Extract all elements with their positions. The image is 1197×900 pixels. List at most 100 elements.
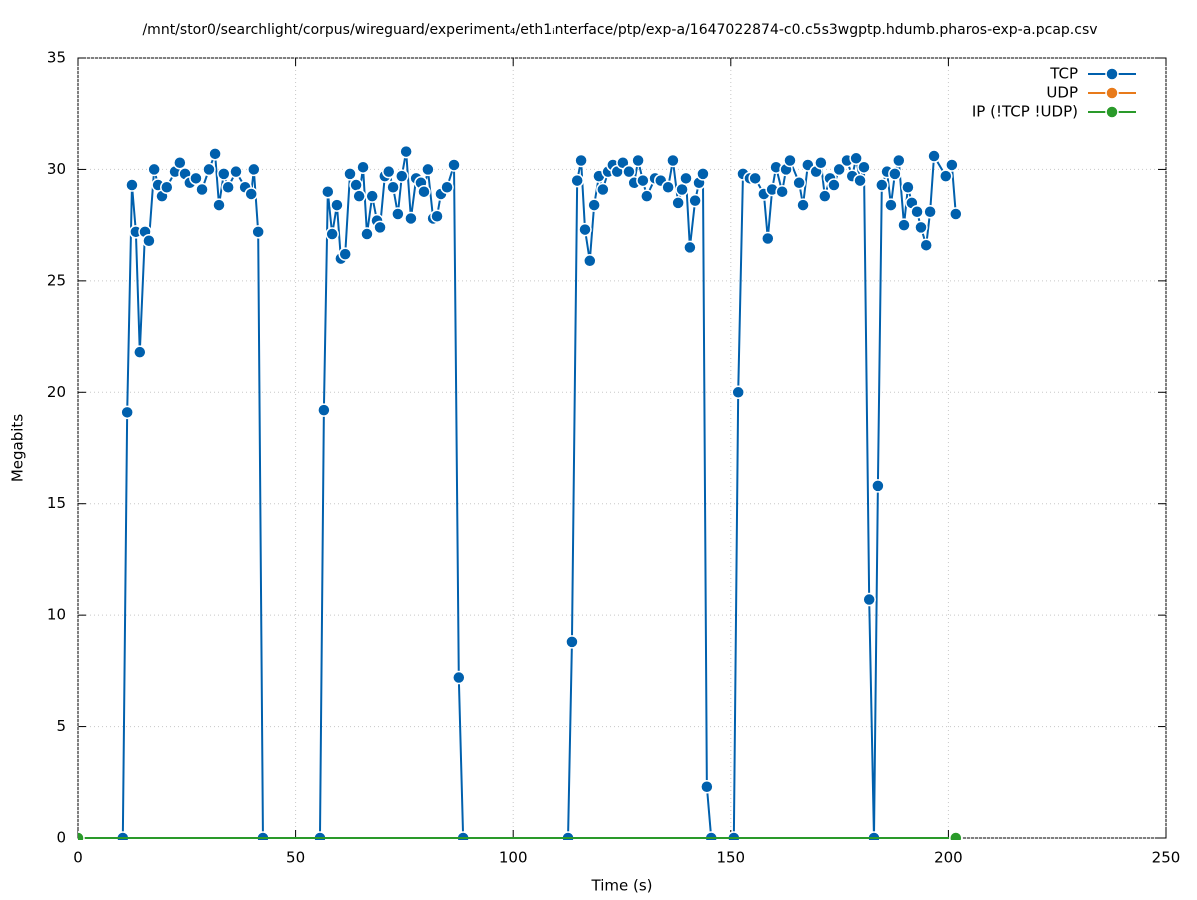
data-point [871, 479, 885, 493]
data-point [447, 158, 461, 172]
legend-marker [1105, 86, 1119, 100]
x-tick-label: 50 [286, 849, 305, 867]
data-point [945, 158, 959, 172]
data-point [814, 155, 828, 170]
data-point [173, 155, 187, 170]
x-axis-label: Time (s) [591, 877, 653, 895]
data-point [783, 153, 797, 168]
data-point [827, 178, 841, 192]
data-point [897, 218, 911, 232]
data-point [796, 198, 810, 212]
data-point [884, 198, 898, 212]
data-point [671, 196, 685, 210]
data-point [360, 227, 374, 241]
y-tick-label: 30 [47, 160, 66, 178]
legend-label: UDP [1046, 84, 1078, 102]
legend-label: IP (!TCP !UDP) [972, 103, 1078, 121]
data-point [440, 180, 454, 195]
chart-title: /mnt/stor0/searchlight/corpus/wireguard/… [142, 22, 1097, 38]
data-point [700, 779, 714, 794]
data-point [849, 151, 863, 166]
data-point [888, 167, 902, 181]
data-point [578, 222, 592, 237]
data-point [661, 180, 675, 195]
data-point [731, 385, 745, 400]
legend-marker [1105, 67, 1119, 81]
data-point [914, 220, 928, 235]
data-point [636, 173, 650, 188]
data-point [417, 184, 431, 199]
data-point [679, 171, 693, 186]
data-point [212, 198, 226, 212]
y-axis-label: Megabits [9, 414, 27, 482]
data-point [587, 198, 601, 212]
data-point [391, 207, 405, 221]
data-point [343, 167, 357, 181]
data-point [640, 189, 654, 203]
y-tick-label: 15 [47, 494, 66, 512]
data-point [792, 176, 806, 190]
data-point [570, 173, 584, 188]
legend-marker [1105, 105, 1119, 119]
data-point [949, 831, 963, 840]
data-point [688, 193, 702, 208]
y-tick-label: 20 [47, 383, 66, 401]
data-point [574, 153, 588, 168]
data-point [251, 225, 265, 239]
data-point [910, 205, 924, 219]
data-point [939, 169, 953, 183]
data-point [430, 209, 444, 223]
data-point [596, 182, 610, 197]
data-point [583, 254, 597, 268]
data-point [202, 162, 216, 177]
data-point [147, 162, 161, 177]
data-point [923, 205, 937, 219]
data-point [631, 153, 645, 168]
data-point [565, 635, 579, 649]
data-point [217, 167, 231, 181]
data-point [325, 227, 339, 241]
data-point [317, 403, 331, 417]
y-tick-label: 35 [47, 49, 66, 67]
y-tick-label: 0 [56, 829, 66, 847]
data-point [949, 207, 963, 221]
data-point [373, 220, 387, 235]
data-point [189, 171, 203, 186]
data-point [229, 164, 243, 179]
data-point [247, 162, 261, 177]
data-point [195, 182, 209, 197]
data-point [142, 233, 156, 248]
data-point [356, 160, 370, 174]
data-point [365, 189, 379, 203]
data-point [330, 198, 344, 212]
data-point [349, 178, 363, 192]
data-point [133, 345, 147, 359]
data-point [221, 180, 235, 195]
data-point [125, 178, 139, 192]
data-point [892, 153, 906, 168]
legend-label: TCP [1049, 65, 1078, 83]
data-point [832, 162, 846, 177]
data-point [399, 144, 413, 159]
data-point [927, 149, 941, 163]
data-point [208, 147, 222, 161]
y-tick-label: 25 [47, 271, 66, 289]
y-tick-label: 5 [56, 717, 66, 735]
x-tick-label: 200 [934, 849, 963, 867]
data-point [775, 184, 789, 199]
data-point [666, 153, 680, 168]
plot-layer [78, 144, 963, 840]
data-point [421, 162, 435, 177]
data-point [160, 180, 174, 195]
x-tick-label: 100 [499, 849, 528, 867]
data-point [381, 164, 396, 179]
data-point [761, 231, 775, 246]
data-point [696, 167, 710, 181]
data-point [386, 180, 400, 195]
data-point [919, 238, 933, 252]
data-point [675, 182, 689, 197]
data-point [352, 189, 366, 203]
data-point [853, 173, 867, 188]
